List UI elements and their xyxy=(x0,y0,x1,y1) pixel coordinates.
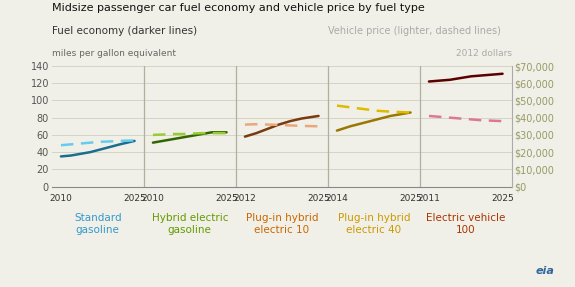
Text: 2011: 2011 xyxy=(417,194,440,203)
Text: 2025: 2025 xyxy=(399,194,422,203)
Text: Standard
gasoline: Standard gasoline xyxy=(74,213,121,235)
Text: 2025: 2025 xyxy=(307,194,330,203)
Text: 2012 dollars: 2012 dollars xyxy=(456,49,512,58)
Text: miles per gallon equivalent: miles per gallon equivalent xyxy=(52,49,176,58)
Text: 2025: 2025 xyxy=(491,194,514,203)
Text: Fuel economy (darker lines): Fuel economy (darker lines) xyxy=(52,26,197,36)
Text: 2014: 2014 xyxy=(325,194,348,203)
Text: Electric vehicle
100: Electric vehicle 100 xyxy=(426,213,505,235)
Text: 2025: 2025 xyxy=(215,194,238,203)
Text: 2010: 2010 xyxy=(49,194,72,203)
Text: 2025: 2025 xyxy=(123,194,146,203)
Text: 2010: 2010 xyxy=(141,194,164,203)
Text: Midsize passenger car fuel economy and vehicle price by fuel type: Midsize passenger car fuel economy and v… xyxy=(52,3,424,13)
Text: Plug-in hybrid
electric 40: Plug-in hybrid electric 40 xyxy=(338,213,410,235)
Text: Plug-in hybrid
electric 10: Plug-in hybrid electric 10 xyxy=(246,213,318,235)
Text: Vehicle price (lighter, dashed lines): Vehicle price (lighter, dashed lines) xyxy=(328,26,501,36)
Text: 2012: 2012 xyxy=(233,194,256,203)
Text: Hybrid electric
gasoline: Hybrid electric gasoline xyxy=(151,213,228,235)
Text: eia: eia xyxy=(536,265,555,276)
